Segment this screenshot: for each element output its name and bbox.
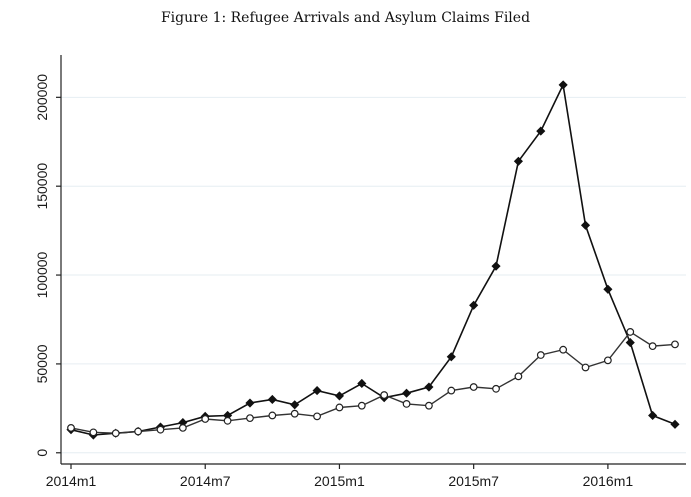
- data-point-circle: [246, 414, 254, 423]
- data-point-circle: [290, 409, 299, 418]
- data-point-diamond: [334, 391, 345, 401]
- data-point-diamond: [580, 220, 591, 230]
- data-point-diamond: [245, 398, 255, 408]
- data-point-circle: [425, 401, 433, 410]
- data-point-diamond: [446, 352, 456, 362]
- data-point-circle: [178, 423, 187, 432]
- x-tick-label: 2014m7: [180, 473, 231, 489]
- data-point-circle: [469, 383, 478, 391]
- data-point-diamond: [625, 338, 635, 348]
- data-point-circle: [536, 351, 545, 359]
- data-point-circle: [492, 384, 500, 393]
- x-tick-label: 2015m1: [314, 473, 365, 489]
- series-line: [70, 82, 676, 436]
- y-axis: 0 50000 100000 150000 200000: [34, 55, 62, 464]
- data-point-circle: [357, 401, 366, 410]
- x-tick-label: 2016m1: [583, 473, 634, 489]
- data-point-circle: [514, 372, 523, 381]
- data-point-circle: [268, 411, 277, 420]
- series-2: [67, 328, 679, 438]
- data-point-diamond: [424, 382, 434, 392]
- data-point-circle: [626, 328, 635, 336]
- data-point-circle: [223, 416, 232, 425]
- y-tick-label: 150000: [34, 163, 50, 210]
- x-axis: 2014m1 2014m7 2015m1 2015m7 2016m1: [46, 463, 686, 489]
- y-tick-label: 0: [34, 449, 50, 457]
- data-point-diamond: [469, 300, 479, 310]
- data-point-diamond: [648, 410, 658, 421]
- data-point-diamond: [491, 261, 501, 271]
- x-tick-label: 2015m7: [448, 473, 499, 489]
- data-point-circle: [335, 403, 344, 412]
- data-point-diamond: [536, 126, 546, 136]
- series-layer: [66, 80, 680, 440]
- data-point-circle: [581, 363, 590, 372]
- data-point-circle: [156, 425, 165, 434]
- data-point-circle: [89, 428, 98, 437]
- data-point-circle: [402, 400, 411, 408]
- data-point-diamond: [312, 386, 322, 396]
- x-tick-label: 2014m1: [46, 473, 97, 489]
- y-tick-label: 50000: [34, 344, 50, 383]
- y-tick-label: 100000: [34, 251, 50, 298]
- data-point-circle: [559, 345, 568, 354]
- data-point-circle: [111, 429, 120, 438]
- series-line: [70, 330, 676, 434]
- figure-caption: Figure 1: Refugee Arrivals and Asylum Cl…: [160, 10, 531, 26]
- data-point-diamond: [267, 394, 277, 405]
- data-point-diamond: [670, 419, 680, 429]
- data-point-circle: [671, 340, 679, 349]
- data-point-diamond: [357, 378, 367, 389]
- data-point-circle: [380, 391, 389, 399]
- data-point-circle: [447, 386, 456, 395]
- data-point-circle: [603, 356, 612, 365]
- data-point-diamond: [558, 80, 568, 90]
- data-point-diamond: [513, 156, 523, 166]
- data-point-circle: [201, 415, 210, 423]
- data-point-circle: [134, 427, 143, 436]
- plot-area: [61, 55, 686, 464]
- data-point-circle: [67, 423, 75, 432]
- data-point-circle: [313, 412, 321, 421]
- data-point-diamond: [603, 284, 613, 294]
- y-tick-label: 200000: [34, 74, 50, 121]
- data-point-diamond: [290, 400, 300, 410]
- data-point-circle: [648, 342, 657, 351]
- data-point-diamond: [401, 388, 412, 398]
